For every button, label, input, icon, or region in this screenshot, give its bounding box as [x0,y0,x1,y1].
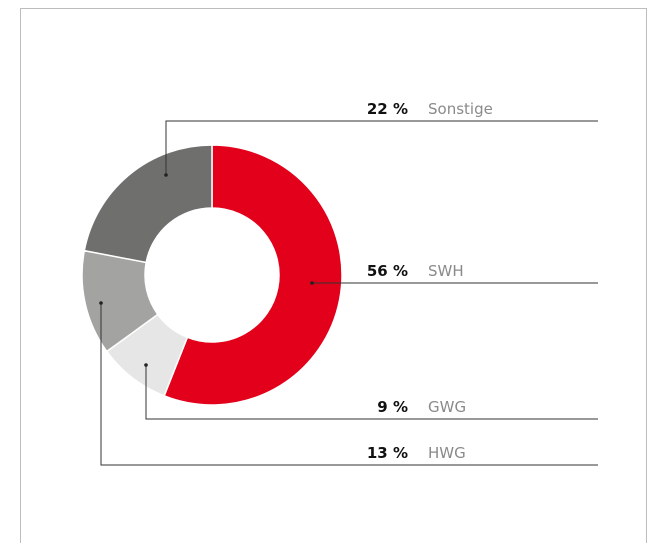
category-label: HWG [428,444,466,462]
leader-dot [164,173,168,177]
value-label: 13 % [367,444,408,462]
category-label: GWG [428,398,466,416]
category-label: Sonstige [428,100,493,118]
leader-dot [144,363,148,367]
leader-line [145,365,598,420]
donut-segment [83,144,213,264]
value-label: 9 % [377,398,408,416]
value-label: 22 % [367,100,408,118]
leader-dot [99,301,103,305]
donut-segment [163,144,343,406]
value-label: 56 % [367,262,408,280]
frame [20,8,647,543]
leader-dot [310,281,314,285]
leader-line [100,303,598,466]
leader-line [165,120,598,175]
category-label: SWH [428,262,464,280]
